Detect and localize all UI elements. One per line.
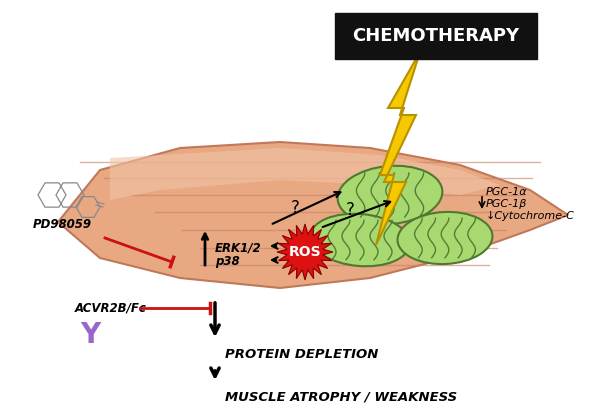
Ellipse shape: [337, 166, 443, 224]
Text: ROS: ROS: [289, 245, 321, 259]
FancyBboxPatch shape: [335, 13, 537, 59]
Text: ACVR2B/Fc: ACVR2B/Fc: [75, 302, 147, 315]
Polygon shape: [376, 52, 420, 245]
Text: ↓Cytochrome-C: ↓Cytochrome-C: [486, 211, 575, 221]
Text: PD98059: PD98059: [33, 218, 92, 231]
Text: MUSCLE ATROPHY / WEAKNESS: MUSCLE ATROPHY / WEAKNESS: [225, 391, 457, 404]
Text: ?: ?: [291, 199, 299, 217]
Polygon shape: [277, 224, 333, 280]
Text: CHEMOTHERAPY: CHEMOTHERAPY: [353, 27, 520, 45]
Polygon shape: [110, 148, 500, 200]
Ellipse shape: [398, 212, 492, 264]
Text: ERK1/2: ERK1/2: [215, 241, 262, 255]
Ellipse shape: [310, 214, 410, 266]
Text: ?: ?: [345, 201, 354, 219]
Text: Υ: Υ: [80, 321, 100, 349]
Text: PROTEIN DEPLETION: PROTEIN DEPLETION: [225, 349, 378, 362]
Text: PGC-1α: PGC-1α: [486, 187, 527, 197]
Text: p38: p38: [215, 255, 240, 268]
Text: PGC-1β: PGC-1β: [486, 199, 527, 209]
Polygon shape: [58, 142, 568, 288]
